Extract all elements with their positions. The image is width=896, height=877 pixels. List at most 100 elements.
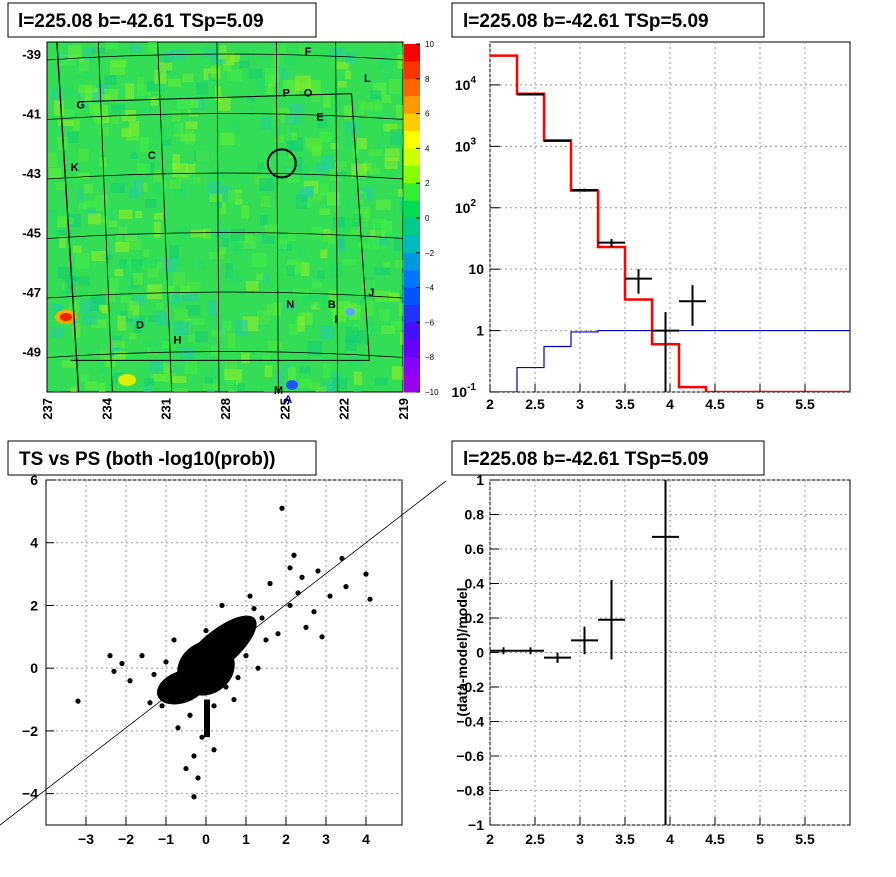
map-noise-cell [58, 120, 74, 127]
map-noise-cell [115, 241, 130, 253]
colorbar-cell [404, 165, 420, 184]
map-noise-cell [64, 277, 76, 294]
map-noise-cell [54, 100, 64, 116]
map-noise-cell [384, 157, 398, 169]
scatter-y-tick-label: 4 [30, 535, 38, 551]
map-x-tick-label: 225 [277, 398, 292, 420]
map-noise-cell [323, 231, 333, 243]
map-source-label: P [283, 88, 290, 100]
map-noise-cell [334, 171, 346, 178]
map-noise-cell [84, 47, 92, 62]
spectrum-y-tick-label: 1 [476, 323, 484, 339]
map-noise-cell [231, 228, 245, 241]
map-noise-cell [110, 183, 125, 193]
residual-y-tick-label: 0.6 [465, 541, 485, 557]
map-noise-cell [305, 137, 321, 149]
map-noise-cell [105, 42, 118, 50]
map-noise-cell [136, 163, 151, 174]
colorbar-cell [404, 96, 420, 115]
map-noise-cell [289, 103, 304, 115]
colorbar-tick-label: −6 [425, 318, 435, 327]
map-noise-cell [180, 133, 196, 142]
map-noise-cell [110, 108, 120, 125]
map-latitude-line [47, 232, 403, 239]
map-noise-cell [299, 248, 306, 257]
map-noise-cell [363, 162, 372, 171]
map-noise-cell [315, 386, 327, 392]
spectrum-title-box [451, 2, 765, 38]
map-noise-cell [67, 131, 79, 144]
map-noise-cell [264, 224, 278, 236]
scatter-grid [46, 479, 402, 825]
scatter-point [215, 649, 221, 656]
map-noise-cell [121, 128, 132, 138]
map-noise-cell [298, 46, 308, 54]
map-noise-cell [141, 107, 154, 114]
map-noise-cell [179, 173, 191, 180]
map-noise-cell [260, 195, 271, 208]
map-panel: F L P O G E C K J B N I D H MA 237 234 231 228 225 222 219 -… [7, 2, 439, 420]
map-noise-cell [261, 117, 271, 130]
spectrum-x-tick-label: 2 [486, 396, 494, 412]
map-source-label: D [136, 320, 144, 332]
map-noise-cell [161, 341, 170, 349]
map-noise-cell [131, 259, 143, 273]
map-noise-cell [288, 367, 296, 381]
colorbar-tick-label: −4 [425, 284, 435, 293]
map-noise-cell [283, 80, 300, 95]
colorbar-tick-label: 8 [425, 75, 430, 84]
map-noise-cell [336, 62, 350, 70]
spectrum-x-tick-label: 5 [756, 396, 764, 412]
map-source-label: M [274, 385, 283, 397]
map-noise-cell [370, 168, 380, 175]
map-noise-cell [373, 267, 390, 275]
spectrum-series [490, 54, 850, 392]
map-noise-cell [390, 44, 401, 57]
map-noise-cell [98, 382, 106, 392]
map-noise-cell [400, 332, 403, 345]
map-noise-cell [284, 114, 301, 125]
spectrum-x-tick-label: 4 [666, 396, 674, 412]
scatter-y-tick-label: 2 [30, 597, 38, 613]
map-noise-cell [345, 326, 359, 343]
map-noise-cell [149, 341, 165, 354]
map-noise-cell [84, 183, 93, 194]
scatter-point [111, 668, 117, 674]
map-noise-cell [84, 381, 99, 390]
residual-title-box [451, 440, 765, 476]
map-noise-cell [161, 139, 172, 146]
map-noise-cell [109, 220, 118, 228]
map-noise-cell [230, 54, 240, 63]
map-noise-cell [362, 187, 374, 201]
map-noise-cell [274, 135, 285, 143]
residual-y-tick-label: −1 [468, 817, 484, 833]
map-noise-cell [185, 121, 198, 129]
residual-y-tick-label: 0 [476, 645, 484, 661]
spectrum-x-tick-label: 5.5 [795, 396, 815, 412]
map-noise-cell [172, 376, 187, 383]
map-noise-cell [330, 299, 337, 312]
map-noise-cell [70, 387, 77, 392]
map-noise-cell [52, 303, 63, 311]
map-noise-cell [104, 356, 116, 368]
map-noise-cell [293, 288, 309, 296]
residual-y-tick-label: 0.8 [465, 507, 485, 523]
map-noise-cell [221, 238, 229, 247]
colorbar-cell [404, 287, 420, 306]
map-noise-cell [296, 316, 305, 332]
map-noise-cell [264, 83, 273, 95]
map-noise-cell [351, 218, 366, 229]
colorbar-tick-label: 10 [425, 40, 434, 49]
residual-y-tick-label: 0.2 [465, 610, 485, 626]
colorbar-cell [404, 305, 420, 323]
scatter-title: TS vs PS (both -log10(prob)) [19, 449, 276, 470]
scatter-point [299, 574, 305, 580]
map-x-tick-label: 219 [396, 398, 411, 420]
map-noise-cell [317, 270, 325, 279]
map-noise-cell [320, 325, 335, 340]
map-noise-cell [345, 122, 358, 134]
map-noise-cell [204, 46, 211, 58]
map-noise-cell [147, 284, 163, 300]
map-noise-cell [57, 215, 68, 228]
map-noise-cell [133, 323, 142, 334]
